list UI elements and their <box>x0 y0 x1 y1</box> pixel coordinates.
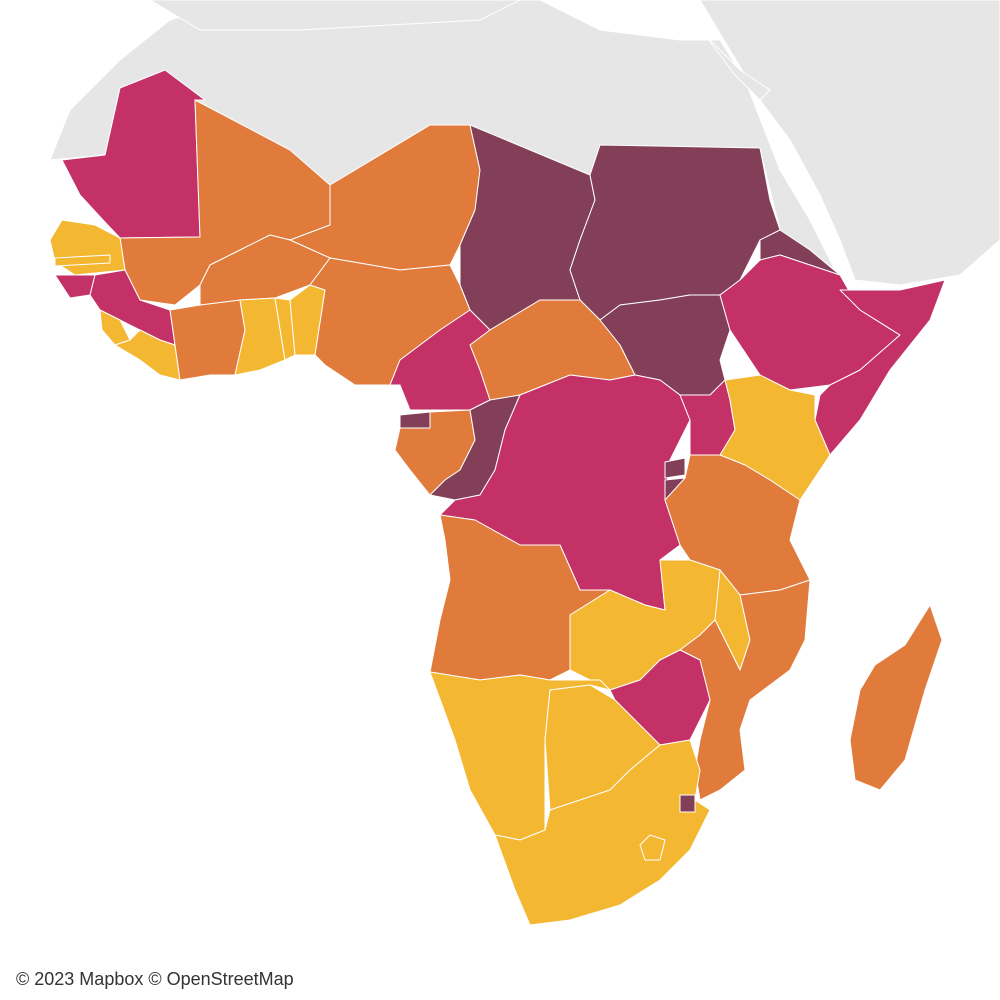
country-eswatini[interactable] <box>679 794 696 813</box>
country-madagascar[interactable] <box>849 604 943 791</box>
country-south-africa[interactable] <box>494 739 711 926</box>
country-angola[interactable] <box>429 514 611 681</box>
countries-layer <box>49 69 946 926</box>
sinai-land <box>704 34 771 101</box>
north-land-strip <box>149 0 521 31</box>
country-gambia[interactable] <box>54 254 111 267</box>
country-niger[interactable] <box>289 124 481 271</box>
map-attribution[interactable]: © 2023 Mapbox © OpenStreetMap <box>10 966 300 992</box>
country-lesotho[interactable] <box>639 834 666 861</box>
country-guinea-bissau[interactable] <box>54 274 96 299</box>
country-rwanda[interactable] <box>664 457 686 479</box>
country-equatorial-guinea[interactable] <box>399 411 431 429</box>
country-ivory-coast[interactable] <box>169 299 246 381</box>
background-land <box>49 0 1000 286</box>
